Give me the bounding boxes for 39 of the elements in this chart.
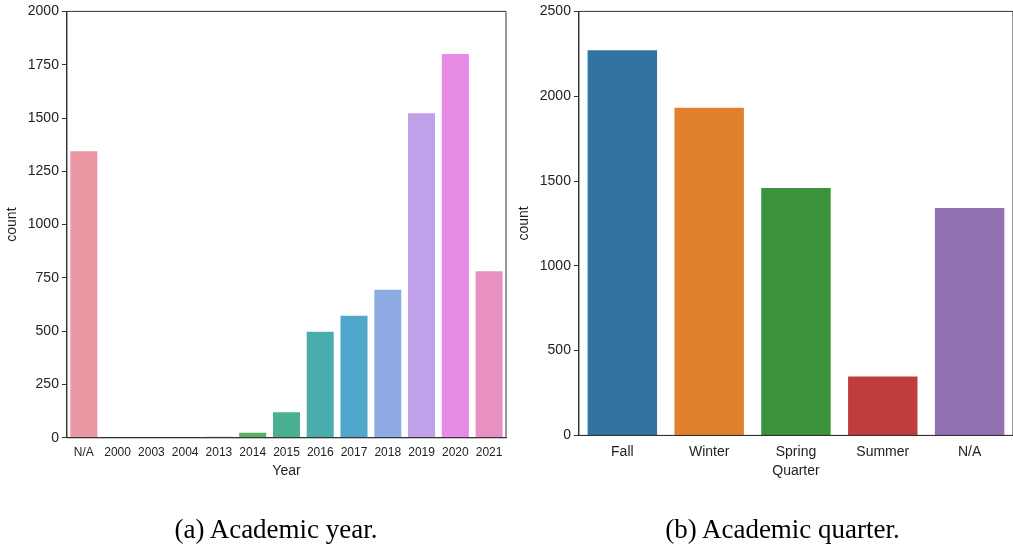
x-tick-label: 2020 bbox=[441, 445, 470, 460]
y-tick-label: 750 bbox=[35, 268, 60, 285]
y-tick-label: 1500 bbox=[539, 171, 572, 188]
y-tick-label: 0 bbox=[51, 428, 60, 445]
y-tick-label: 500 bbox=[35, 322, 60, 339]
x-tick-label: 2014 bbox=[239, 445, 267, 460]
x-tick-label: 2018 bbox=[374, 445, 402, 460]
x-axis-title: Year bbox=[272, 462, 301, 479]
x-tick-label: Summer bbox=[856, 442, 910, 459]
x-tick-label: 2000 bbox=[104, 445, 132, 460]
y-tick-label: 1500 bbox=[27, 108, 60, 125]
x-tick-label: N/A bbox=[957, 442, 982, 459]
y-tick-label: 250 bbox=[35, 375, 60, 392]
y-tick-label: 1000 bbox=[27, 215, 60, 232]
x-tick-label: 2003 bbox=[138, 445, 166, 460]
x-tick-label: 2019 bbox=[408, 445, 436, 460]
y-tick-label: 1250 bbox=[27, 162, 60, 179]
y-tick-label: 1000 bbox=[539, 256, 572, 273]
y-axis-title: count bbox=[3, 207, 20, 242]
text: (a) Academic year. bbox=[173, 514, 379, 545]
x-tick-label: 2004 bbox=[171, 445, 199, 460]
x-tick-label: Fall bbox=[611, 442, 634, 459]
x-tick-label: 2015 bbox=[273, 445, 301, 460]
y-tick-label: 2000 bbox=[539, 87, 572, 104]
x-tick-label: 2017 bbox=[340, 445, 368, 460]
x-tick-label: 2013 bbox=[205, 445, 233, 460]
y-tick-label: 2000 bbox=[27, 2, 60, 19]
x-tick-label: Spring bbox=[775, 442, 817, 459]
text: (b) Academic quarter. bbox=[664, 514, 901, 545]
x-tick-label: 2016 bbox=[306, 445, 334, 460]
x-tick-label: N/A bbox=[73, 445, 94, 460]
x-tick-label: 2021 bbox=[475, 445, 503, 460]
y-tick-label: 2500 bbox=[539, 2, 572, 19]
y-tick-label: 500 bbox=[547, 341, 572, 358]
x-axis-title: Quarter bbox=[772, 462, 821, 479]
y-tick-label: 0 bbox=[563, 426, 572, 443]
y-axis-title: count bbox=[515, 206, 532, 241]
y-tick-label: 1750 bbox=[27, 55, 60, 72]
x-tick-label: Winter bbox=[688, 442, 730, 459]
